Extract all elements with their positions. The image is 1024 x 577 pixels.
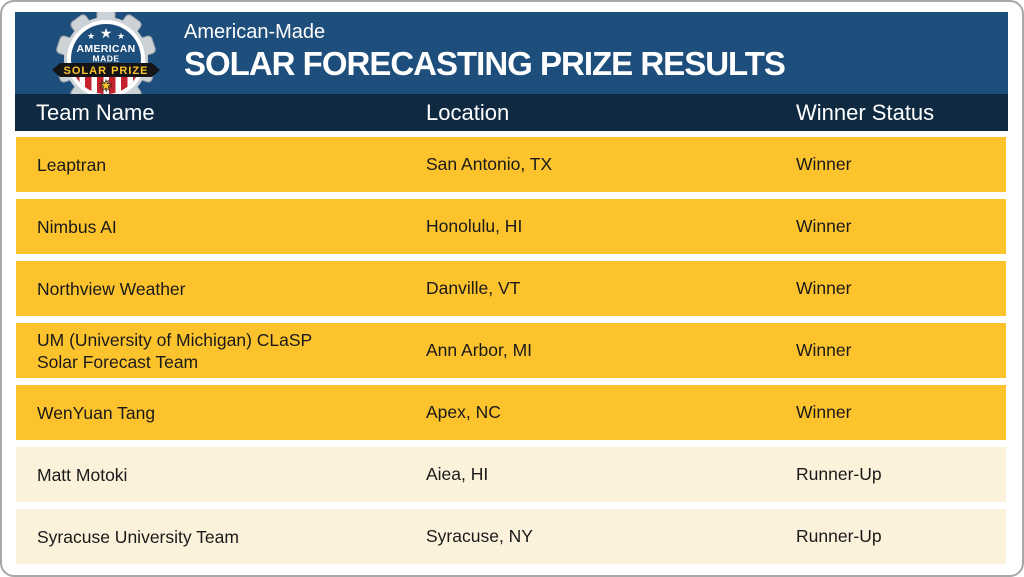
logo-text-solar-prize: SOLAR PRIZE [64,65,149,77]
table-row: Leaptran San Antonio, TX Winner [16,137,1006,192]
status-cell: Runner-Up [796,464,882,484]
team-name-cell: Matt Motoki [37,464,128,485]
location-cell: Aiea, HI [426,464,489,484]
american-made-solar-prize-logo: ★ ★ ★ AMERICAN MADE SOLAR PRIZE ★ ★ [42,12,170,94]
svg-text:★: ★ [99,77,112,95]
team-name-cell: Northview Weather [37,278,186,299]
status-cell: Winner [796,278,852,298]
status-cell: Winner [796,216,852,236]
logo-text-made: MADE [92,54,119,64]
svg-text:★: ★ [87,32,95,42]
location-cell: San Antonio, TX [426,154,553,174]
location-cell: Ann Arbor, MI [426,340,533,360]
logo-text-american: AMERICAN [77,43,136,55]
sunburst-icon: ★ ★ [95,74,116,94]
column-header-winner-status: Winner Status [796,99,935,125]
status-cell: Runner-Up [796,526,882,546]
team-name-cell: Syracuse University Team [37,526,239,547]
table-row: Syracuse University Team Syracuse, NY Ru… [16,509,1006,564]
table-row: UM (University of Michigan) CLaSP Solar … [16,323,1006,378]
table-row: Nimbus AI Honolulu, HI Winner [16,199,1006,254]
team-name-cell: UM (University of Michigan) CLaSP Solar … [37,329,312,372]
team-name-cell: WenYuan Tang [37,402,156,423]
location-cell: Syracuse, NY [426,526,533,546]
location-cell: Danville, VT [426,278,521,298]
header-text: American-Made SOLAR FORECASTING PRIZE RE… [184,12,786,83]
status-cell: Winner [796,402,852,422]
table-row: Matt Motoki Aiea, HI Runner-Up [16,447,1006,502]
stars-icon: ★ ★ ★ [87,26,125,42]
table-body: Leaptran San Antonio, TX Winner Nimbus A… [16,137,1006,564]
team-name-cell: Nimbus AI [37,216,117,237]
status-cell: Winner [796,154,852,174]
team-name-cell: Leaptran [37,154,107,175]
header: ★ ★ ★ AMERICAN MADE SOLAR PRIZE ★ ★ [15,12,1008,94]
program-kicker: American-Made [184,21,326,43]
table-row: WenYuan Tang Apex, NC Winner [16,385,1006,440]
svg-text:★: ★ [117,32,125,42]
column-header-location: Location [426,99,510,125]
table-row: Northview Weather Danville, VT Winner [16,261,1006,316]
page-title: SOLAR FORECASTING PRIZE RESULTS [184,45,786,82]
status-cell: Winner [796,340,852,360]
location-cell: Apex, NC [426,402,501,422]
table-header-row: Team Name Location Winner Status [15,94,1008,131]
ribbon-banner [52,63,160,77]
column-header-team-name: Team Name [36,99,155,125]
location-cell: Honolulu, HI [426,216,523,236]
gear-logo-icon: ★ ★ ★ AMERICAN MADE SOLAR PRIZE ★ ★ [52,12,160,94]
svg-text:★: ★ [100,26,113,42]
